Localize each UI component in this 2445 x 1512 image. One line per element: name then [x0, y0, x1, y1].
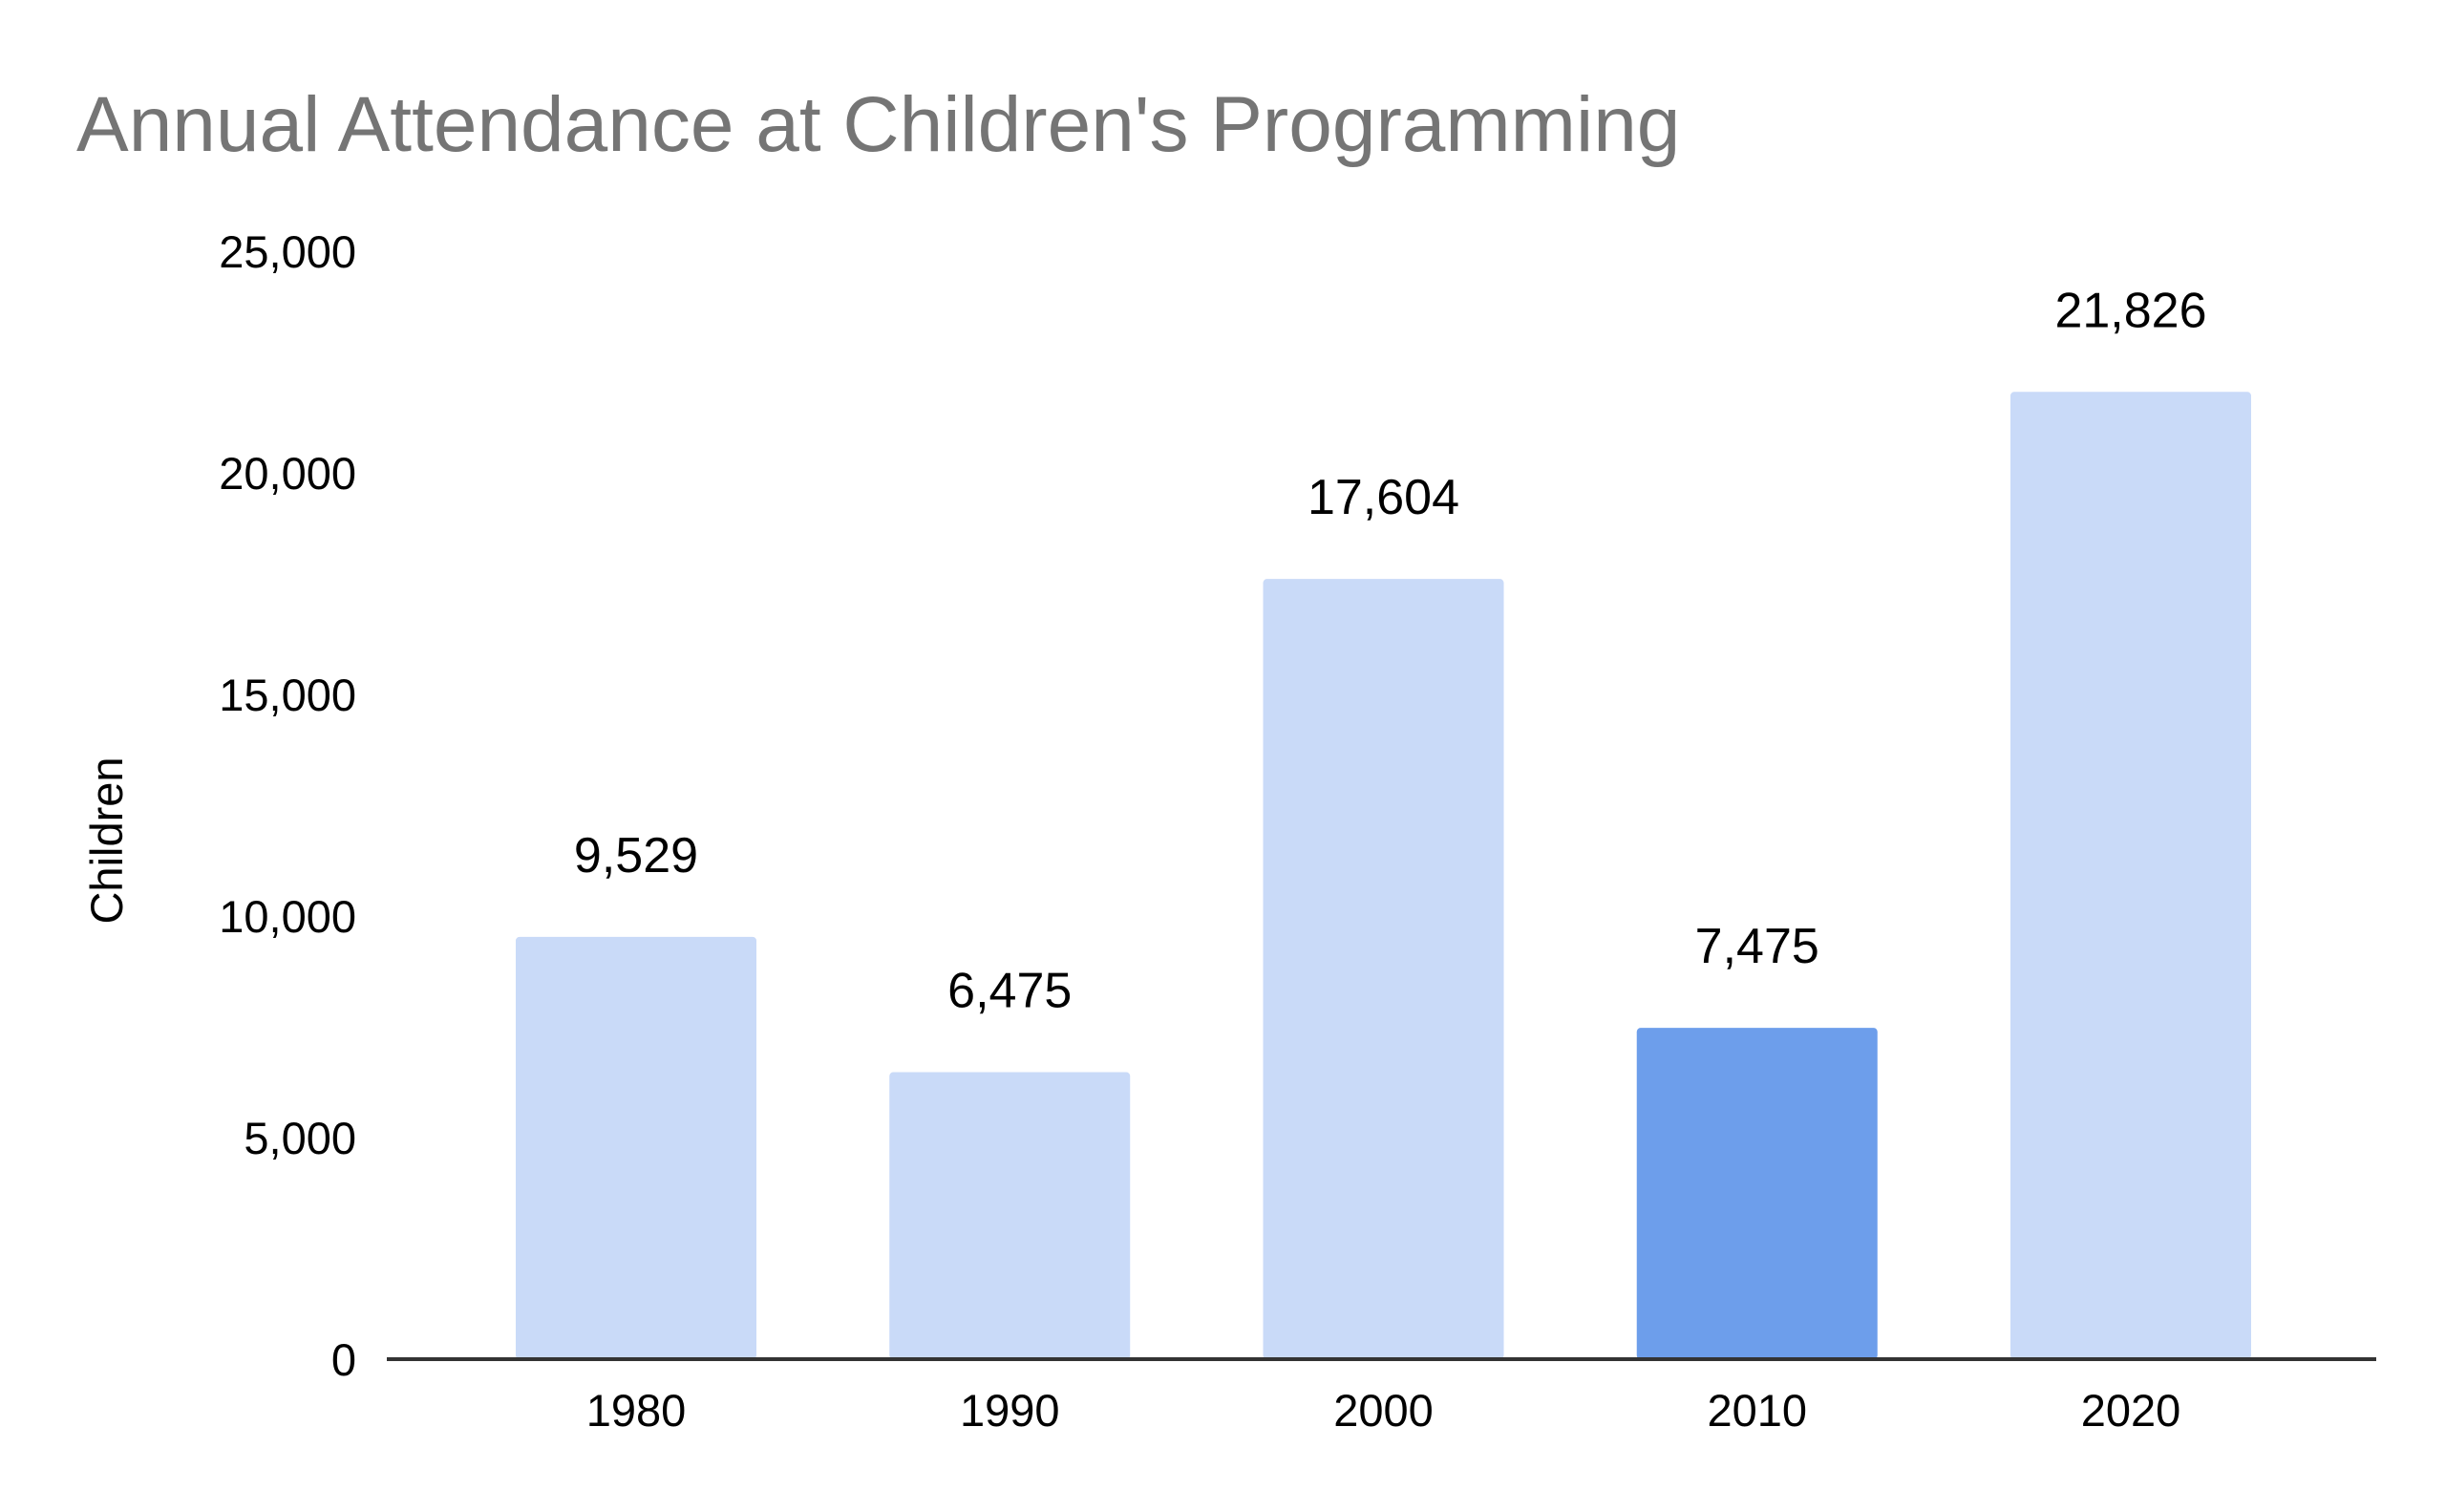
- x-axis: 1980 1990 2000 2010 2020: [586, 1385, 2181, 1436]
- bar-1990: [889, 1072, 1131, 1359]
- bar-2020: [2010, 392, 2251, 1360]
- y-tick-label: 10,000: [219, 891, 356, 942]
- x-tick-label: 1980: [586, 1385, 687, 1436]
- y-tick-label: 5,000: [244, 1113, 356, 1163]
- y-axis: 0 5,000 10,000 15,000 20,000 25,000: [219, 226, 356, 1385]
- value-label-1980: 9,529: [574, 828, 698, 884]
- bar-2000: [1263, 579, 1504, 1359]
- value-label-2000: 17,604: [1308, 470, 1459, 525]
- y-tick-label: 25,000: [219, 226, 356, 277]
- y-tick-label: 0: [331, 1334, 356, 1385]
- x-tick-label: 1990: [960, 1385, 1060, 1436]
- y-tick-label: 20,000: [219, 448, 356, 499]
- y-tick-label: 15,000: [219, 670, 356, 720]
- value-label-2020: 21,826: [2054, 283, 2206, 338]
- bar-1980: [516, 936, 756, 1359]
- data-labels: 9,529 6,475 17,604 7,475 21,826: [574, 283, 2207, 1018]
- x-tick-label: 2020: [2081, 1385, 2181, 1436]
- value-label-1990: 6,475: [947, 964, 1072, 1019]
- y-axis-title: Children: [81, 756, 132, 924]
- bar-series: [516, 392, 2251, 1360]
- x-tick-label: 2010: [1707, 1385, 1807, 1436]
- value-label-2010: 7,475: [1695, 919, 1819, 974]
- chart-title: Annual Attendance at Children's Programm…: [76, 81, 1680, 168]
- x-tick-label: 2000: [1333, 1385, 1434, 1436]
- bar-2010: [1636, 1028, 1878, 1359]
